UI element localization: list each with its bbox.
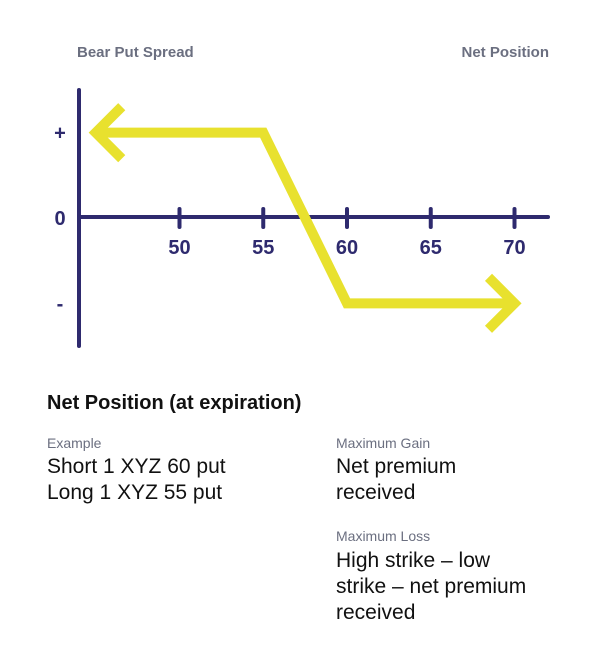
x-tick-label: 60 [336, 237, 358, 259]
y-tick-label: 0 [54, 208, 65, 230]
max-loss-line: High strike – low [336, 549, 491, 572]
max-loss-line: received [336, 601, 416, 624]
example-text: Short 1 XYZ 60 put Long 1 XYZ 55 put [47, 454, 226, 506]
max-gain-line: Net premium [336, 455, 457, 478]
x-tick-label: 70 [503, 237, 525, 259]
net-position-title: Net Position (at expiration) [47, 392, 302, 414]
max-gain-label: Maximum Gain [336, 435, 431, 451]
x-tick-label: 55 [252, 237, 274, 259]
example-line: Long 1 XYZ 55 put [47, 481, 223, 504]
max-loss-line: strike – net premium [336, 575, 527, 598]
y-tick-label: - [57, 293, 64, 315]
arrowhead [484, 273, 522, 333]
chart-title: Bear Put Spread [77, 44, 194, 61]
max-loss-label: Maximum Loss [336, 528, 431, 544]
x-tick-label: 65 [420, 237, 442, 259]
max-loss-text: High strike – low strike – net premium r… [336, 548, 526, 626]
max-gain-text: Net premium received [336, 454, 456, 506]
example-line: Short 1 XYZ 60 put [47, 455, 226, 478]
example-label: Example [47, 435, 102, 451]
y-tick-label: + [54, 123, 66, 145]
payoff-chart: 50 55 60 65 70 +0 - [54, 88, 550, 348]
arrowhead [88, 103, 126, 163]
max-gain-line: received [336, 481, 416, 504]
x-tick-label: 50 [168, 237, 190, 259]
payoff-line [95, 127, 515, 309]
net-position-axis-label: Net Position [461, 44, 549, 61]
